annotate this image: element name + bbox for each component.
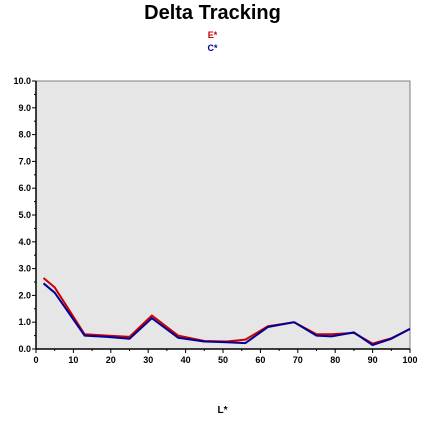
x-tick-label: 100 bbox=[402, 355, 417, 365]
x-tick-label: 50 bbox=[218, 355, 228, 365]
x-tick-label: 20 bbox=[106, 355, 116, 365]
x-tick-label: 90 bbox=[368, 355, 378, 365]
y-tick-label: 8.0 bbox=[18, 130, 31, 140]
x-tick-label: 30 bbox=[143, 355, 153, 365]
y-tick-label: 4.0 bbox=[18, 237, 31, 247]
x-tick-label: 40 bbox=[181, 355, 191, 365]
x-tick-label: 60 bbox=[255, 355, 265, 365]
y-tick-label: 10.0 bbox=[13, 76, 31, 86]
chart-title: Delta Tracking bbox=[144, 2, 281, 24]
plot-area bbox=[35, 80, 411, 350]
legend-entry-e: E* bbox=[207, 30, 218, 40]
x-tick-label: 10 bbox=[68, 355, 78, 365]
y-tick-label: 9.0 bbox=[18, 103, 31, 113]
y-tick-label: 1.0 bbox=[18, 317, 31, 327]
y-tick-label: 3.0 bbox=[18, 264, 31, 274]
x-tick-label: 70 bbox=[293, 355, 303, 365]
y-tick-label: 6.0 bbox=[18, 183, 31, 193]
legend-entry-c: C* bbox=[207, 43, 218, 53]
series-line-c bbox=[42, 282, 411, 346]
x-axis-label: L* bbox=[217, 405, 228, 416]
x-tick-label: 0 bbox=[33, 355, 38, 365]
y-tick-label: 0.0 bbox=[18, 344, 31, 354]
y-tick-label: 7.0 bbox=[18, 156, 31, 166]
x-tick-label: 80 bbox=[330, 355, 340, 365]
y-tick-label: 5.0 bbox=[18, 210, 31, 220]
y-tick-label: 2.0 bbox=[18, 290, 31, 300]
